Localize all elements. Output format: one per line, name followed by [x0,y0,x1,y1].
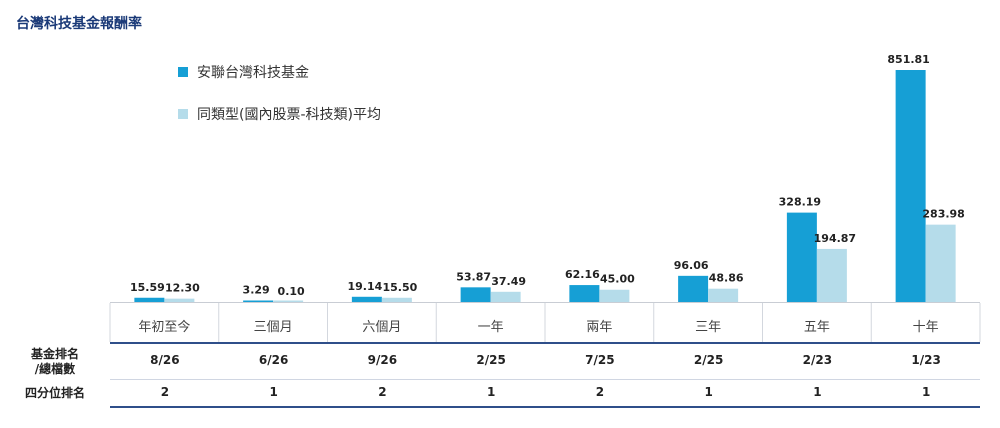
x-tick-label: 五年 [804,320,830,335]
data-label-peer-average: 283.98 [922,208,964,221]
data-label-peer-average: 48.86 [709,272,744,285]
quartile-cell: 1 [486,385,496,399]
x-tick-label: 年初至今 [138,319,190,335]
chart-title: 台灣科技基金報酬率 [16,16,142,32]
legend-label-fund: 安聯台灣科技基金 [197,65,309,81]
rank-cell: 2/23 [802,353,833,367]
data-label-fund: 96.06 [674,259,709,272]
x-tick-label: 三個月 [254,320,293,335]
bar-fund [243,300,274,302]
bar-fund [786,212,817,302]
data-label-fund: 328.19 [779,196,821,209]
table-top-rule [110,342,980,344]
legend-label-peer-average: 同類型(國內股票-科技類)平均 [197,107,381,123]
data-label-fund: 15.59 [130,281,165,294]
bar-peer-average [164,298,195,302]
data-label-peer-average: 15.50 [382,281,417,294]
rank-row-label: 基金排名 /總檔數 [0,347,110,377]
rank-cell: 6/26 [258,353,289,367]
quartile-cell: 2 [378,385,387,399]
bar-fund [569,285,600,302]
legend-swatch-fund [178,67,188,77]
bar-peer-average [816,248,847,302]
rank-cell: 2/25 [693,353,724,367]
data-label-peer-average: 37.49 [491,275,526,288]
data-label-fund: 53.87 [456,270,491,283]
quartile-row-label: 四分位排名 [24,386,85,400]
quartile-cell: 1 [813,385,822,399]
rank-cell: 2/25 [476,353,506,367]
data-label-peer-average: 0.10 [278,285,305,298]
legend-item-peer-average: 同類型(國內股票-科技類)平均 [178,104,381,124]
x-tick-label: 兩年 [586,320,612,335]
bar-fund [351,296,382,302]
legend: 安聯台灣科技基金 同類型(國內股票-科技類)平均 [178,62,381,146]
x-tick-label: 十年 [913,320,939,335]
data-label-peer-average: 12.30 [165,282,200,295]
table-row-divider [110,379,980,380]
bar-peer-average [708,288,739,302]
quartile-cell: 2 [160,385,170,399]
data-label-peer-average: 194.87 [814,232,856,245]
quartile-cell: 1 [921,385,931,399]
x-tick-label: 三年 [695,320,721,335]
x-tick-label: 六個月 [362,320,401,335]
data-label-peer-average: 45.00 [600,273,635,286]
data-label-fund: 62.16 [565,268,600,281]
x-tick-label: 一年 [478,320,504,335]
bar-peer-average [273,300,304,302]
bar-fund [134,297,165,302]
rank-cell: 9/26 [367,353,398,367]
legend-item-fund: 安聯台灣科技基金 [178,62,381,82]
bar-fund [678,275,709,302]
bar-peer-average [599,289,630,302]
quartile-cell: 1 [269,385,278,399]
rank-cell: 8/26 [150,353,180,367]
rank-cell: 1/23 [911,353,941,367]
bar-fund [895,70,926,302]
legend-swatch-peer-average [178,109,188,119]
rank-row-label-line2: /總檔數 [34,362,76,376]
data-label-fund: 851.81 [887,53,929,66]
data-label-fund: 19.14 [347,280,382,293]
bar-fund [460,287,491,302]
data-label-fund: 3.29 [243,284,270,297]
bar-chart: 15.59 12.30 年初至今 3.29 0.10 三個月 19.14 15.50 六個月 53… [109,53,981,342]
table-bottom-rule [110,406,980,408]
bar-peer-average [381,297,412,302]
quartile-cell: 2 [595,385,605,399]
rank-cell: 7/25 [585,353,615,367]
bar-peer-average [490,291,521,302]
bar-peer-average [925,224,956,302]
rank-row-label-line1: 基金排名 [30,347,79,361]
quartile-cell: 1 [704,385,713,399]
